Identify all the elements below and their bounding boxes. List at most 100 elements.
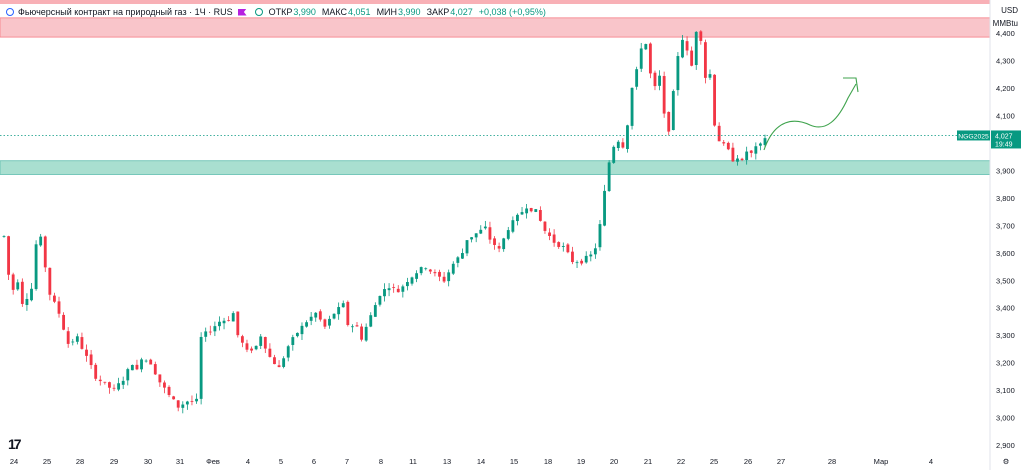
candle-body (98, 379, 102, 382)
time-tick-label: 27 (777, 457, 785, 466)
candle (34, 240, 38, 291)
candle-body (525, 208, 529, 214)
price-tick-label: 2,900 (996, 441, 1015, 450)
candle (369, 312, 373, 328)
time-tick-label: 6 (312, 457, 316, 466)
candle-body (295, 332, 299, 337)
candle (172, 395, 176, 400)
candle (71, 338, 75, 346)
candle (534, 209, 538, 213)
candle-body (699, 31, 703, 41)
candle (616, 140, 620, 151)
candle (373, 302, 377, 317)
candle-body (355, 325, 359, 327)
candle-body (2, 236, 6, 237)
candle-body (534, 209, 538, 212)
unit-label[interactable]: MMBtu (992, 19, 1018, 28)
candle-body (103, 381, 107, 383)
price-tick-label: 4,200 (996, 84, 1015, 93)
candle-body (497, 246, 501, 249)
candle-body (740, 158, 744, 161)
candle (676, 52, 680, 96)
candle-body (671, 91, 675, 131)
candle (479, 225, 483, 235)
candle (328, 315, 331, 329)
candle (566, 243, 570, 254)
candle (117, 377, 121, 392)
candle (548, 228, 551, 241)
candle (580, 258, 584, 266)
last-price-value: 4,027 (995, 133, 1013, 140)
time-tick-label: 21 (644, 457, 652, 466)
time-tick-label: 28 (828, 457, 836, 466)
candle-body (520, 212, 524, 215)
candle-body (754, 146, 758, 154)
candle (424, 267, 428, 271)
candle-body (392, 287, 396, 288)
time-tick-label: 15 (510, 457, 518, 466)
candle (360, 323, 363, 342)
candle (561, 242, 565, 252)
tradingview-logo[interactable]: 17 (8, 436, 22, 452)
market-status-icon (254, 8, 263, 16)
candle-body (378, 295, 382, 305)
candle (671, 89, 675, 131)
candle (337, 302, 341, 320)
candle (43, 235, 47, 273)
candle-body (658, 75, 661, 86)
candle-body (66, 331, 70, 344)
candle-body (410, 277, 414, 284)
candle (30, 283, 33, 302)
candle-body (419, 267, 423, 274)
candle (318, 309, 322, 322)
candle-body (163, 382, 166, 388)
candle (163, 380, 166, 394)
candle-body (396, 288, 400, 293)
candle (300, 322, 304, 340)
candle-body (144, 360, 148, 362)
candle-body (538, 210, 542, 221)
candle (658, 70, 661, 91)
candle (231, 311, 235, 322)
time-tick-label: 14 (477, 457, 485, 466)
candle (103, 381, 107, 385)
candle-body (195, 398, 198, 402)
candle-body (433, 272, 437, 274)
time-tick-label: 20 (610, 457, 618, 466)
candle-body (314, 312, 318, 318)
candle (717, 122, 721, 142)
symbol-title[interactable]: Фьючерсный контракт на природный газ · 1… (18, 7, 233, 17)
currency-label[interactable]: USD (1001, 6, 1018, 15)
candle (662, 71, 666, 118)
candle (259, 334, 263, 350)
candle (396, 285, 400, 293)
candle (451, 261, 455, 276)
candle-body (135, 364, 139, 370)
candle (227, 316, 231, 322)
candle-body (616, 141, 620, 149)
flag-icon[interactable] (237, 8, 247, 16)
candle (305, 320, 308, 328)
time-tick-label: 25 (43, 457, 51, 466)
last-price-tag: 4,027 19:49 (991, 130, 1021, 149)
candle (245, 339, 249, 353)
candle (474, 233, 478, 243)
candle (699, 30, 703, 45)
candle-body (685, 41, 689, 51)
candle-body (548, 232, 551, 236)
candle-body (708, 74, 712, 78)
candle (153, 361, 157, 376)
candle-body (428, 269, 432, 272)
price-tick-label: 3,300 (996, 331, 1015, 340)
candle (144, 359, 148, 363)
candle (593, 243, 597, 259)
candle-body (245, 343, 249, 350)
candle-body (20, 281, 24, 304)
time-tick-label: 4 (929, 457, 933, 466)
candle (731, 142, 735, 162)
candle (240, 334, 244, 348)
candle-body (11, 274, 15, 290)
candle (470, 237, 474, 243)
